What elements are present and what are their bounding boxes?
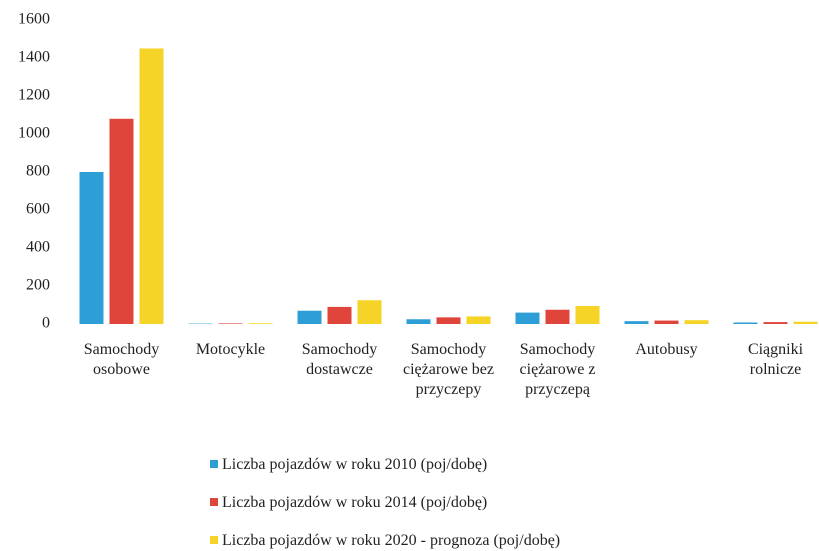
x-tick-label: Samochody dostawcze [301, 341, 378, 378]
bar [218, 323, 243, 324]
y-tick-label: 400 [26, 239, 50, 256]
x-tick-label: Motocykle [195, 341, 266, 358]
bar [109, 118, 134, 324]
bar [139, 48, 164, 324]
y-tick-label: 200 [26, 277, 50, 294]
y-tick-label: 1000 [18, 125, 50, 142]
bar [575, 305, 600, 324]
legend-swatch [210, 536, 218, 544]
legend-swatch [210, 460, 218, 468]
legend-swatch [210, 498, 218, 506]
bar [79, 172, 104, 324]
bar [684, 320, 709, 324]
bar [515, 312, 540, 324]
y-tick-label: 1400 [18, 49, 50, 66]
x-tick-label: Ciągniki rolnicze [747, 341, 804, 378]
bar [793, 321, 818, 324]
y-tick-label: 1200 [18, 87, 50, 104]
y-tick-label: 800 [26, 163, 50, 180]
legend-item: Liczba pojazdów w roku 2014 (poj/dobę) [210, 493, 487, 513]
x-tick-label: Samochody osobowe [83, 341, 160, 378]
legend-item: Liczba pojazdów w roku 2020 - prognoza (… [210, 531, 560, 551]
legend-label: Liczba pojazdów w roku 2010 (poj/dobę) [222, 456, 488, 473]
bar [763, 322, 788, 324]
y-tick-label: 600 [26, 201, 50, 218]
bar [327, 306, 352, 324]
bar [436, 317, 461, 324]
bar [624, 321, 649, 324]
legend-label: Liczba pojazdów w roku 2020 - prognoza (… [222, 532, 561, 549]
bar [406, 319, 431, 324]
legend-item: Liczba pojazdów w roku 2010 (poj/dobę) [210, 455, 487, 475]
bar [248, 323, 273, 324]
y-tick-label: 1600 [18, 11, 50, 28]
legend-label: Liczba pojazdów w roku 2014 (poj/dobę) [222, 494, 488, 511]
bar [733, 322, 758, 324]
x-tick-label: Samochody ciężarowe z przyczepą [519, 341, 596, 398]
bar [357, 300, 382, 324]
bar [297, 310, 322, 324]
x-tick-label: Samochody ciężarowe bez przyczepy [402, 341, 495, 398]
y-tick-label: 0 [42, 315, 50, 332]
bar [545, 309, 570, 324]
x-tick-label: Autobusy [635, 341, 698, 358]
bar [466, 316, 491, 324]
bar [654, 320, 679, 324]
